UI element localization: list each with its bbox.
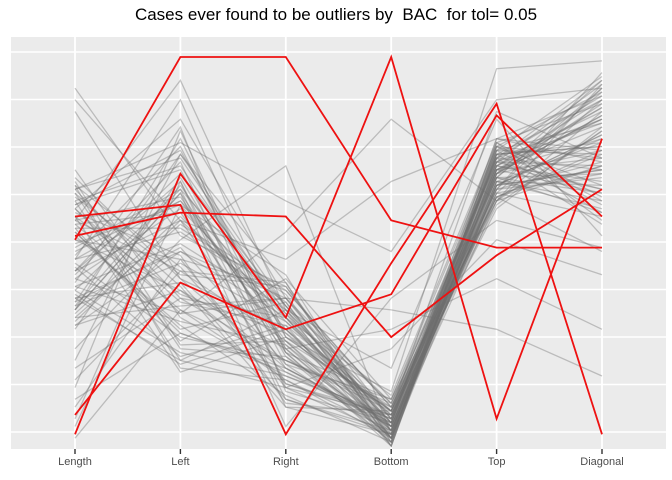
case-line <box>74 176 603 439</box>
plot-title: Cases ever found to be outliers by BAC f… <box>134 5 538 24</box>
case-line <box>74 145 603 401</box>
case-line <box>74 138 603 272</box>
case-line <box>74 87 603 421</box>
axis-label-length: Length <box>58 456 92 468</box>
case-line <box>74 134 603 436</box>
case-line <box>74 173 603 432</box>
case-line <box>74 176 603 413</box>
case-line <box>74 239 603 389</box>
case-line <box>74 118 603 421</box>
case-line <box>74 149 603 420</box>
case-line <box>74 91 603 436</box>
plot-panel <box>11 37 666 449</box>
case-line <box>74 160 603 436</box>
case-line <box>74 149 603 448</box>
case-line <box>74 87 603 432</box>
case-line <box>74 130 603 416</box>
case-line <box>74 180 603 440</box>
case-line <box>74 145 603 424</box>
case-line <box>74 122 603 416</box>
case-line <box>74 165 603 424</box>
case-line <box>74 72 603 424</box>
case-line <box>74 99 603 444</box>
case-line <box>74 114 603 432</box>
case-line <box>74 169 603 440</box>
case-line <box>74 114 603 436</box>
outlier-line <box>74 56 602 249</box>
case-line <box>74 111 603 401</box>
case-line <box>74 145 603 448</box>
case-line <box>74 103 603 428</box>
case-line <box>74 138 603 416</box>
case-line <box>74 103 603 444</box>
case-line <box>74 126 603 416</box>
case-line <box>74 165 603 428</box>
case-line <box>74 79 603 413</box>
axis-label-bottom: Bottom <box>373 456 409 468</box>
case-line <box>74 79 603 370</box>
case-line <box>74 110 603 420</box>
case-line <box>74 153 603 440</box>
case-line <box>74 122 603 424</box>
axis-label-diagonal: Diagonal <box>580 456 624 468</box>
case-line <box>74 83 603 401</box>
case-line <box>74 149 603 412</box>
case-line <box>74 130 603 436</box>
case-line <box>74 141 603 444</box>
case-line <box>74 191 603 428</box>
case-line <box>74 141 603 397</box>
case-line <box>74 99 603 420</box>
case-line <box>74 149 603 412</box>
case-line <box>74 141 603 420</box>
case-line <box>74 60 603 393</box>
case-line <box>74 196 603 428</box>
case-line <box>74 134 603 443</box>
case-line <box>74 110 603 405</box>
case-line <box>74 165 603 420</box>
case-line <box>74 99 603 437</box>
case-line <box>74 87 603 409</box>
case-line <box>74 157 603 432</box>
case-line <box>74 239 603 350</box>
case-line <box>74 91 603 428</box>
case-line <box>74 118 603 315</box>
case-line <box>74 137 603 436</box>
case-line <box>74 126 603 416</box>
case-line <box>74 180 603 428</box>
outlier-line <box>74 188 603 339</box>
case-line <box>74 138 603 424</box>
case-line <box>74 250 603 377</box>
case-line <box>74 99 603 413</box>
case-line <box>74 153 603 405</box>
case-line <box>74 180 603 440</box>
case-line <box>74 145 603 428</box>
outlier-line <box>74 113 603 416</box>
case-line <box>74 95 603 424</box>
case-line <box>74 161 603 448</box>
axis-label-left: Left <box>171 456 190 468</box>
outlier-line <box>74 101 603 437</box>
case-line <box>74 83 603 412</box>
case-line <box>74 87 603 253</box>
case-line <box>74 153 603 448</box>
case-line <box>75 169 603 440</box>
axis-label-top: Top <box>487 456 506 468</box>
case-line <box>74 173 603 432</box>
axis-label-right: Right <box>272 456 299 468</box>
case-line <box>74 137 603 440</box>
